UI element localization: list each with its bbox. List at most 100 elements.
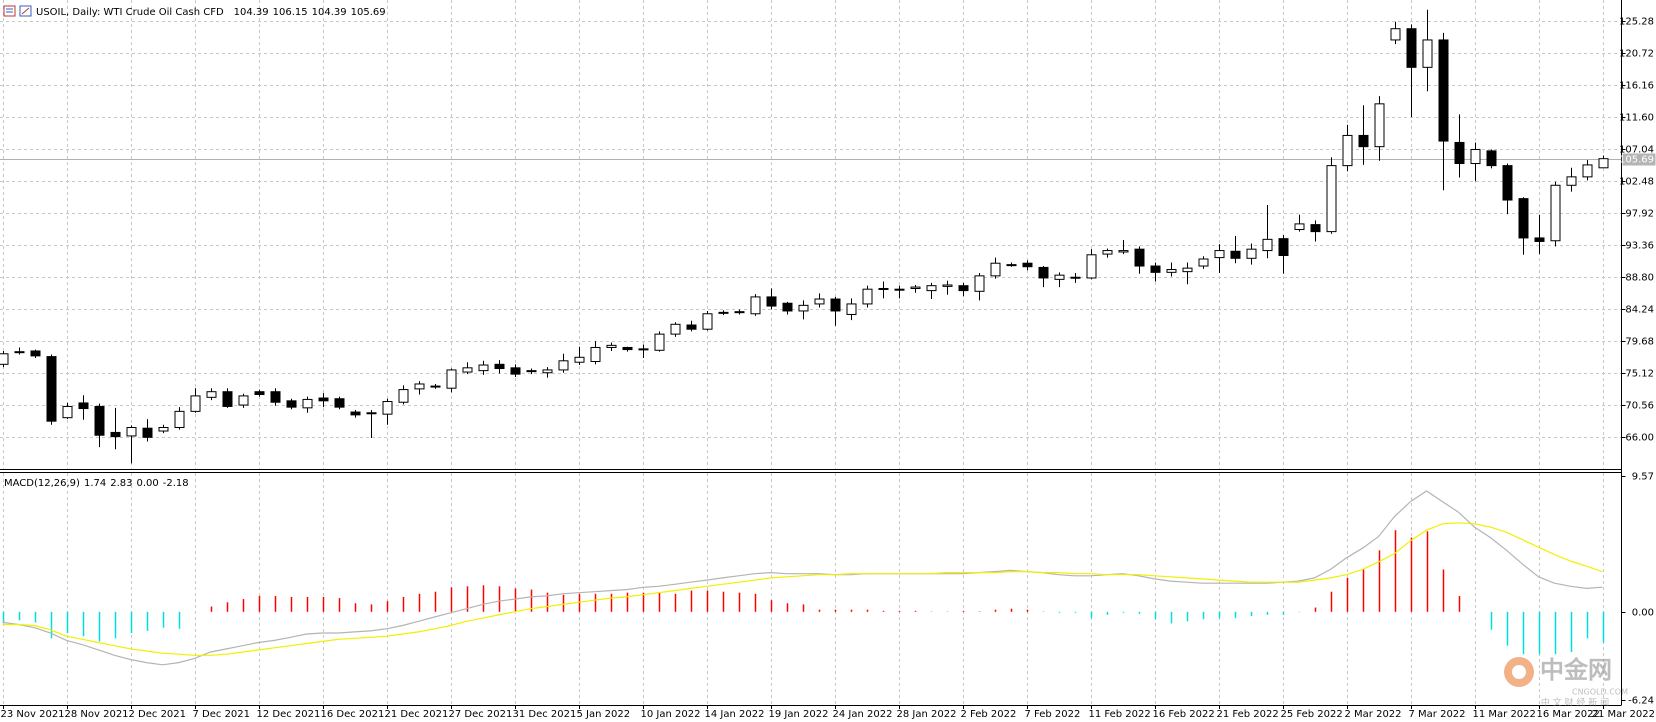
candle-body [814,298,825,305]
candle-body [1438,39,1449,142]
y-tick-label: 120.72 [1619,49,1654,60]
candle-body [62,405,73,419]
candle-body [1470,148,1481,165]
candle-body [942,284,953,287]
x-tick-label: 19 Jan 2022 [769,709,829,720]
candle-body [638,348,649,351]
candle-body [1022,262,1033,268]
candle-body [654,333,665,351]
x-tick-label: 21 Feb 2022 [1217,709,1279,720]
candle-body [526,370,537,373]
x-tick-label: 7 Dec 2021 [193,709,251,720]
x-tick-label: 2 Mar 2022 [1345,709,1402,720]
candle-body [446,369,457,389]
candle-body [766,296,777,307]
candle-body [494,363,505,370]
macd-readout: 0.00 [136,478,158,489]
candle-body [1422,39,1433,68]
candle-body [1294,223,1305,231]
candle-body [622,346,633,351]
y-tick-label: 0.00 [1632,608,1654,619]
chart-icon-line [21,7,30,15]
macd-readout: 1.74 [84,478,106,489]
candle-body [462,367,473,373]
candle-body [286,400,297,408]
y-tick-label: 93.36 [1625,241,1654,252]
candle-body [1150,265,1161,273]
candle-body [1486,150,1497,167]
candle-body [670,323,681,335]
candle-body [558,360,569,371]
indicator-line [2,522,1603,656]
x-tick-label: 2 Dec 2021 [129,709,187,720]
x-tick-label: 21 Mar 2022 [1592,709,1655,720]
last-price-label: 105.69 [1619,155,1654,166]
candle-body [126,427,137,437]
y-tick-label: 107.04 [1619,145,1654,156]
y-tick-label: 125.28 [1619,17,1654,28]
candle-body [1566,176,1577,186]
y-tick-label: 9.57 [1632,472,1654,483]
x-tick-label: 7 Feb 2022 [1025,709,1081,720]
x-tick-label: 28 Jan 2022 [897,709,957,720]
candle-body [0,353,9,365]
header: USOIL, Daily: WTI Crude Oil Cash CFD 104.… [3,5,386,18]
candle-body [686,324,697,330]
x-tick-label: 21 Dec 2021 [385,709,449,720]
last-price-box [1622,153,1656,166]
macd-readout: 2.83 [110,478,132,489]
watermark-site: CNGOLD.COM [1572,688,1628,697]
candle-body [174,410,185,429]
macd-readout: -2.18 [163,478,189,489]
indicator-line [2,490,1603,666]
y-tick-label: 102.48 [1619,177,1654,188]
candle-body [974,275,985,292]
candle-body [270,391,281,403]
y-tick-label: 79.68 [1625,337,1654,348]
mark-layer [0,9,1609,666]
candle-body [1454,141,1465,165]
watermark-logo-inner [1512,665,1526,679]
candle-body [110,431,121,438]
menu-icon[interactable] [3,5,16,17]
candle-body [302,398,313,409]
x-tick-label: 14 Jan 2022 [705,709,765,720]
x-tick-label: 2 Feb 2022 [961,709,1017,720]
candle-body [750,296,761,315]
x-tick-label: 11 Mar 2022 [1473,709,1536,720]
candle-body [1390,28,1401,41]
candle-body [606,344,617,348]
candle-body [382,401,393,415]
candle-body [190,395,201,412]
x-tick-label: 23 Nov 2021 [1,709,65,720]
candle-body [846,303,857,315]
candle-body [78,402,89,410]
candle-body [1006,264,1017,267]
x-tick-label: 24 Jan 2022 [833,709,893,720]
candle-body [254,391,265,396]
y-tick-label: -6.24 [1628,696,1654,707]
x-tick-label: 16 Mar 2022 [1537,709,1600,720]
candle-body [1598,158,1609,169]
candle-body [1134,248,1145,267]
candle-body [334,398,345,408]
y-tick-label: 116.16 [1619,81,1654,92]
open-readout: 104.39 [234,7,269,18]
candle-body [222,391,233,407]
candle-body [14,351,25,354]
watermark: 中金网 CNGOLD.COM 中 文 财 经 新 闻 [1504,656,1628,709]
x-tick-label: 16 Feb 2022 [1153,709,1215,720]
candle-body [830,298,841,312]
macd-header: MACD(12,26,9) 1.74 2.83 0.00 -2.18 [4,478,189,489]
candle-body [1310,224,1321,233]
candle-body [1502,165,1513,201]
candle-body [1534,237,1545,242]
x-tick-label: 25 Feb 2022 [1281,709,1343,720]
candle-body [414,383,425,390]
candle-body [1246,248,1257,259]
watermark-name: 中金网 [1540,656,1612,684]
candle-body [1278,238,1289,256]
watermark-tagline: 中 文 财 经 新 闻 [1541,697,1609,709]
